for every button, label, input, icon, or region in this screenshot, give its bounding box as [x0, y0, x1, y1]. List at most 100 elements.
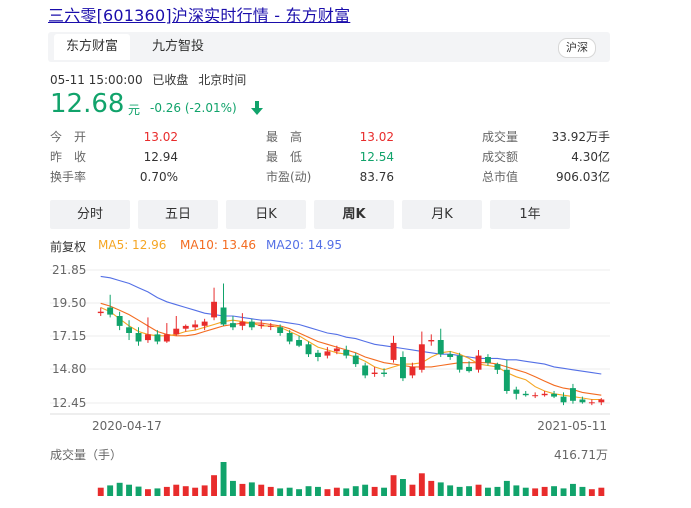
candle-body [277, 327, 284, 333]
candle-body [239, 321, 246, 326]
quote-label: 成交额 [482, 150, 519, 164]
candle-body [343, 349, 350, 356]
adjust-label: 前复权 [50, 240, 87, 254]
candle-body [598, 399, 605, 403]
candle-body [371, 372, 378, 374]
quote-value: 12.54 [359, 150, 394, 164]
quote-value: 13.02 [143, 130, 178, 144]
candle-body [211, 301, 217, 318]
quote-value: 33.92万手 [551, 130, 610, 144]
candle-body [145, 334, 151, 341]
quote-value: 4.30亿 [571, 150, 610, 164]
quote-value: 12.94 [143, 150, 178, 164]
volume-bar [570, 483, 576, 496]
period-tab[interactable]: 周K [314, 200, 394, 229]
period-tab[interactable]: 月K [402, 200, 482, 229]
tab-jiufang[interactable]: 九方智投 [152, 39, 205, 54]
volume-bar [409, 484, 416, 496]
quote-label: 今 开 [50, 130, 87, 144]
tab-eastmoney[interactable]: 东方财富 [54, 34, 131, 60]
period-tab[interactable]: 分时 [50, 200, 130, 229]
x-tick-label: 2021-05-11 [537, 419, 607, 433]
volume-bar [173, 484, 180, 496]
market-badge[interactable]: 沪深 [558, 38, 596, 58]
volume-bar [551, 486, 557, 496]
period-tab[interactable]: 1年 [490, 200, 570, 229]
quote-label: 成交量 [482, 130, 519, 144]
volume-bar [135, 486, 142, 496]
candle-body [192, 324, 199, 328]
volume-bar [503, 480, 510, 496]
ma5-legend: MA5: 12.96 [98, 238, 167, 252]
candle-body [466, 366, 472, 372]
period-tab[interactable]: 日K [226, 200, 306, 229]
candle-body [390, 342, 397, 360]
y-tick-label: 12.45 [52, 396, 86, 410]
candle-body [494, 364, 501, 370]
volume-bar [192, 487, 199, 496]
candle-body [230, 323, 236, 328]
candle-body [107, 307, 114, 315]
down-arrow-icon [251, 101, 263, 115]
candle-body [570, 388, 576, 401]
volume-bar [485, 487, 491, 496]
volume-bar [418, 473, 425, 496]
trade-status: 05-11 15:00:00 已收盘 北京时间 [50, 71, 252, 88]
candle-body [352, 355, 359, 365]
volume-bar [447, 485, 454, 496]
candle-body [456, 355, 463, 370]
volume-bar [211, 475, 217, 496]
volume-bar [541, 486, 548, 496]
candle-body [418, 344, 425, 370]
candle-body [116, 316, 123, 326]
volume-bar [296, 489, 302, 496]
volume-bar [305, 486, 312, 496]
volume-bar [428, 480, 435, 496]
quote-label: 最 低 [266, 150, 303, 164]
trade-datetime: 05-11 15:00:00 [50, 73, 143, 87]
candle-body [126, 327, 132, 333]
candle-body [588, 402, 595, 404]
volume-bar [362, 484, 369, 496]
candle-body [560, 396, 567, 403]
volume-bar [154, 488, 161, 496]
last-price: 12.68 [50, 89, 125, 119]
volume-bar [97, 487, 104, 496]
volume-bar [400, 479, 406, 496]
y-tick-label: 17.15 [52, 329, 86, 343]
ma10-legend: MA10: 13.46 [180, 238, 257, 252]
candle-body [447, 354, 454, 357]
ma20-legend: MA20: 14.95 [266, 238, 343, 252]
candle-body [248, 321, 255, 328]
volume-label: 成交量（手） [50, 448, 123, 462]
volume-bar [579, 486, 586, 496]
volume-bar [116, 482, 123, 496]
quote-label: 市盈(动) [266, 170, 312, 184]
candle-body [315, 352, 321, 357]
volume-bar [513, 485, 520, 496]
volume-bar [466, 486, 472, 496]
candle-body [258, 324, 265, 326]
volume-bar [371, 486, 378, 496]
candle-body [400, 357, 406, 379]
candle-body [220, 307, 227, 325]
x-tick-label: 2020-04-17 [92, 419, 162, 433]
volume-bar [315, 486, 321, 496]
volume-bar [163, 486, 170, 496]
quote-label: 总市值 [482, 170, 519, 184]
volume-bar [352, 486, 359, 496]
ma5-line [100, 306, 602, 401]
candle-body [475, 355, 482, 370]
page-title-link[interactable]: 三六零[601360]沪深实时行情 - 东方财富 [48, 6, 351, 25]
trade-timezone: 北京时间 [198, 73, 247, 87]
candle-body [409, 366, 416, 376]
candle-body [541, 393, 548, 396]
volume-bar [220, 462, 227, 496]
candle-body [333, 348, 340, 352]
quote-value: 0.70% [139, 170, 178, 184]
volume-bar [126, 484, 132, 496]
volume-bar [239, 483, 246, 496]
ma10-line [100, 302, 602, 396]
period-tab[interactable]: 五日 [138, 200, 218, 229]
